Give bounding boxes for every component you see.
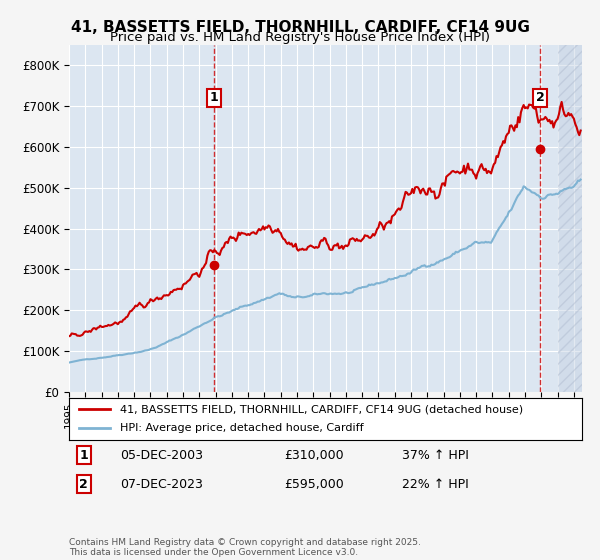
Text: 1: 1 — [210, 91, 218, 104]
Text: 41, BASSETTS FIELD, THORNHILL, CARDIFF, CF14 9UG (detached house): 41, BASSETTS FIELD, THORNHILL, CARDIFF, … — [121, 404, 523, 414]
Text: 2: 2 — [79, 478, 88, 491]
Text: 37% ↑ HPI: 37% ↑ HPI — [403, 449, 469, 462]
Text: 07-DEC-2023: 07-DEC-2023 — [121, 478, 203, 491]
Text: £595,000: £595,000 — [284, 478, 344, 491]
Text: Contains HM Land Registry data © Crown copyright and database right 2025.
This d: Contains HM Land Registry data © Crown c… — [69, 538, 421, 557]
Text: 41, BASSETTS FIELD, THORNHILL, CARDIFF, CF14 9UG: 41, BASSETTS FIELD, THORNHILL, CARDIFF, … — [71, 20, 529, 35]
Text: 22% ↑ HPI: 22% ↑ HPI — [403, 478, 469, 491]
Text: £310,000: £310,000 — [284, 449, 344, 462]
Text: 05-DEC-2003: 05-DEC-2003 — [121, 449, 203, 462]
Text: 1: 1 — [79, 449, 88, 462]
Text: 2: 2 — [536, 91, 544, 104]
Text: HPI: Average price, detached house, Cardiff: HPI: Average price, detached house, Card… — [121, 423, 364, 433]
Bar — [557, 45, 582, 392]
Text: Price paid vs. HM Land Registry's House Price Index (HPI): Price paid vs. HM Land Registry's House … — [110, 31, 490, 44]
